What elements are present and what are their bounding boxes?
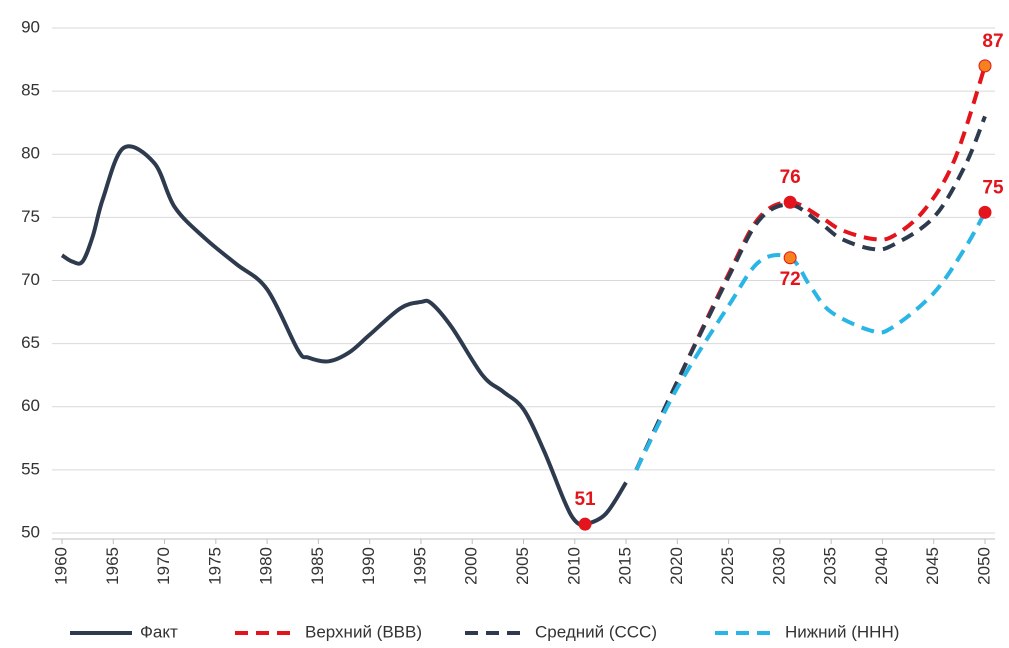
y-tick-label: 85 <box>21 81 40 100</box>
x-tick-label: 1970 <box>154 547 173 585</box>
x-tick-label: 1960 <box>51 547 70 585</box>
annotation-label: 87 <box>982 31 1003 52</box>
x-tick-label: 2020 <box>667 547 686 585</box>
annotation-marker <box>783 195 797 209</box>
annotation-marker <box>978 205 992 219</box>
y-tick-label: 70 <box>21 270 40 289</box>
x-tick-label: 2010 <box>564 547 583 585</box>
x-tick-label: 2045 <box>923 547 942 585</box>
annotation-marker <box>783 251 797 265</box>
x-tick-label: 2005 <box>513 547 532 585</box>
legend-label: Средний (ССС) <box>535 622 657 641</box>
x-tick-label: 2040 <box>872 547 891 585</box>
annotation-label: 76 <box>780 167 801 188</box>
y-tick-label: 50 <box>21 522 40 541</box>
x-tick-label: 1980 <box>257 547 276 585</box>
y-tick-label: 60 <box>21 396 40 415</box>
series-line <box>60 144 628 527</box>
legend-label: Факт <box>140 622 178 641</box>
x-tick-label: 1965 <box>103 547 122 585</box>
x-tick-label: 2035 <box>821 547 840 585</box>
x-tick-label: 1995 <box>410 547 429 585</box>
series-line <box>634 65 987 471</box>
x-tick-label: 2025 <box>718 547 737 585</box>
y-tick-label: 55 <box>21 459 40 478</box>
legend-item: Факт <box>70 622 178 641</box>
series-line <box>634 211 987 471</box>
legend-item: Верхний (ВВВ) <box>235 622 422 641</box>
x-tick-label: 2015 <box>616 547 635 585</box>
annotation-label: 75 <box>982 177 1004 198</box>
x-tick-label: 2030 <box>769 547 788 585</box>
y-tick-label: 80 <box>21 144 40 163</box>
legend-label: Нижний (ННН) <box>785 622 899 641</box>
y-tick-label: 90 <box>21 17 40 36</box>
legend-item: Средний (ССС) <box>465 622 657 641</box>
y-tick-label: 65 <box>21 333 40 352</box>
annotation-label: 72 <box>780 269 801 290</box>
x-tick-label: 2050 <box>974 547 993 585</box>
x-tick-label: 2000 <box>462 547 481 585</box>
annotation-marker <box>578 517 592 531</box>
legend-item: Нижний (ННН) <box>715 622 899 641</box>
legend-label: Верхний (ВВВ) <box>305 622 422 641</box>
x-tick-label: 1985 <box>308 547 327 585</box>
annotation-marker <box>978 59 992 73</box>
annotation-label: 51 <box>574 489 596 510</box>
y-tick-label: 75 <box>21 207 40 226</box>
x-tick-label: 1975 <box>205 547 224 585</box>
x-tick-label: 1990 <box>359 547 378 585</box>
